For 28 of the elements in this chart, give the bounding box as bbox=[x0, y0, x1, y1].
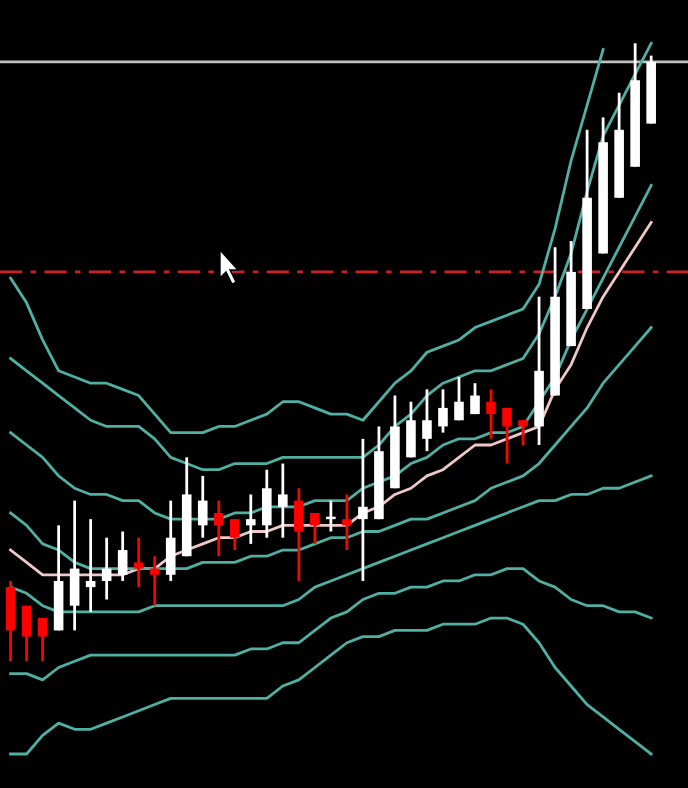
candlestick bbox=[85, 517, 96, 614]
candlestick bbox=[229, 517, 240, 552]
candlestick bbox=[294, 486, 304, 583]
candlestick bbox=[5, 579, 16, 663]
candlestick bbox=[101, 536, 112, 601]
candlestick bbox=[422, 387, 432, 453]
candlestick bbox=[197, 474, 208, 540]
candlestick bbox=[518, 418, 528, 447]
candlestick bbox=[21, 604, 32, 663]
candlestick bbox=[486, 387, 496, 441]
candlestick bbox=[310, 511, 320, 546]
candlestick bbox=[470, 381, 480, 416]
candlestick bbox=[358, 437, 368, 583]
candlestick bbox=[133, 536, 144, 589]
candlestick bbox=[165, 499, 176, 583]
candlestick bbox=[245, 493, 256, 546]
candlestick bbox=[149, 554, 160, 608]
candlestick bbox=[213, 499, 224, 558]
candlestick bbox=[438, 387, 448, 435]
candlestick bbox=[502, 406, 512, 465]
candlestick bbox=[406, 400, 416, 459]
candlestick bbox=[454, 375, 464, 422]
candlestick bbox=[278, 462, 288, 540]
candlestick bbox=[117, 530, 128, 583]
candlestick bbox=[69, 499, 80, 632]
candlestick bbox=[37, 616, 48, 663]
candlestick bbox=[262, 468, 272, 540]
candlestick bbox=[342, 493, 352, 552]
